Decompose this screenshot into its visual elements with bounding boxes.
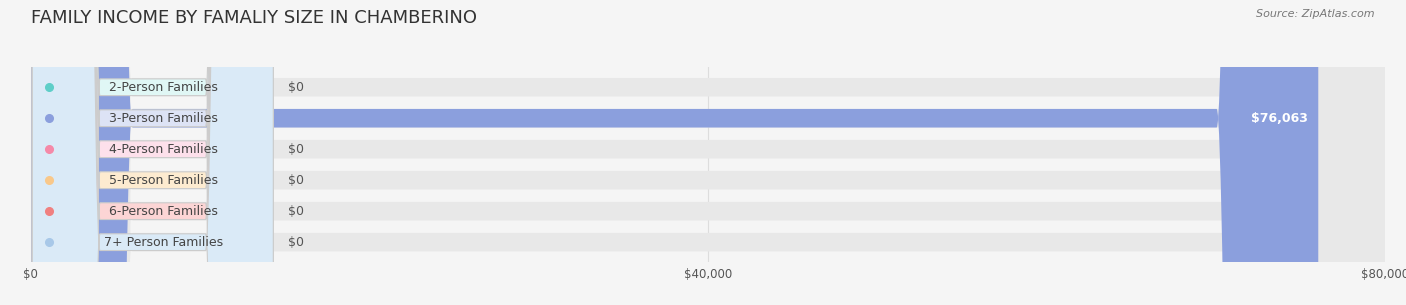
Text: 5-Person Families: 5-Person Families [110, 174, 218, 187]
FancyBboxPatch shape [32, 0, 273, 305]
FancyBboxPatch shape [31, 0, 1319, 305]
Text: 4-Person Families: 4-Person Families [110, 143, 218, 156]
FancyBboxPatch shape [31, 0, 1385, 305]
Text: $76,063: $76,063 [1250, 112, 1308, 125]
Text: $0: $0 [288, 143, 304, 156]
FancyBboxPatch shape [31, 0, 1385, 305]
FancyBboxPatch shape [31, 0, 1385, 305]
Text: $0: $0 [288, 205, 304, 218]
FancyBboxPatch shape [32, 0, 273, 305]
Text: 3-Person Families: 3-Person Families [110, 112, 218, 125]
Text: $0: $0 [288, 236, 304, 249]
Text: $0: $0 [288, 81, 304, 94]
FancyBboxPatch shape [32, 0, 273, 305]
Text: Source: ZipAtlas.com: Source: ZipAtlas.com [1257, 9, 1375, 19]
Text: $0: $0 [288, 174, 304, 187]
FancyBboxPatch shape [32, 0, 273, 305]
Text: FAMILY INCOME BY FAMALIY SIZE IN CHAMBERINO: FAMILY INCOME BY FAMALIY SIZE IN CHAMBER… [31, 9, 477, 27]
FancyBboxPatch shape [31, 0, 1385, 305]
Text: 2-Person Families: 2-Person Families [110, 81, 218, 94]
FancyBboxPatch shape [31, 0, 1385, 305]
Text: 7+ Person Families: 7+ Person Families [104, 236, 224, 249]
Text: 6-Person Families: 6-Person Families [110, 205, 218, 218]
FancyBboxPatch shape [32, 0, 273, 305]
FancyBboxPatch shape [32, 0, 273, 305]
FancyBboxPatch shape [31, 0, 1385, 305]
